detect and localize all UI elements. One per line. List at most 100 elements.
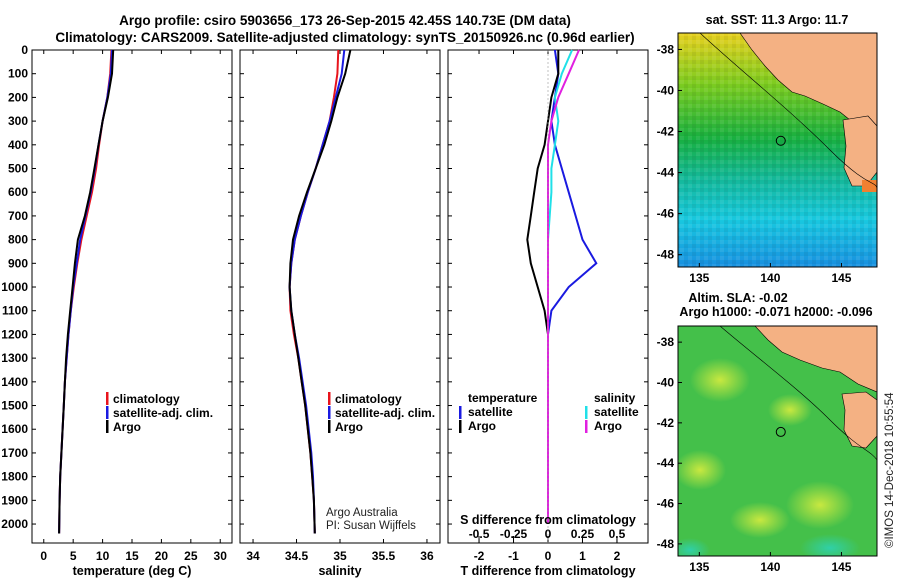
- s-difference-xtick-label: 0.5: [609, 527, 626, 541]
- difference-plot: -2 -1 0 1 2-0.5 -0.25 0 0.25 0.5: [469, 49, 626, 563]
- salinity-plot-frame: [239, 49, 441, 544]
- sla-map: [678, 326, 877, 556]
- figure-title-line2: Climatology: CARS2009. Satellite-adjuste…: [55, 30, 634, 45]
- map-lat-tick-label: -38: [657, 42, 675, 56]
- legend-label-t-satellite: satellite: [468, 405, 513, 419]
- map-lat-tick-label: -46: [657, 207, 675, 221]
- mainland-land: [739, 33, 877, 151]
- s-difference-xtick-label: 0.25: [571, 527, 595, 541]
- legend-label-argo: Argo: [113, 420, 141, 434]
- temperature-line-satellite-adj-clim-: [58, 49, 113, 534]
- pressure-tick-label: 400: [8, 138, 28, 152]
- map-lat-tick-label: -40: [657, 375, 675, 389]
- legend-swatch-t-argo: [459, 420, 462, 433]
- map-lat-tick-label: -46: [657, 497, 675, 511]
- salinity-line-argo: [288, 49, 352, 534]
- temperature-xtick-label: 30: [214, 549, 228, 563]
- s-difference-xlabel: S difference from climatology: [460, 513, 636, 527]
- sla-map-axes: 135 140 145 -38 -40 -42 -44 -46 -48: [657, 335, 852, 574]
- sst-map-axes: 135 140 145 -38 -40 -42 -44 -46 -48: [657, 42, 852, 285]
- figure-title-line1: Argo profile: csiro 5903656_173 26-Sep-2…: [119, 13, 571, 28]
- pressure-tick-label: 1700: [1, 446, 28, 460]
- legend-title-temperature: temperature: [468, 391, 538, 405]
- difference-xtick-label: -2: [474, 549, 485, 563]
- difference-line-t-argo: [526, 50, 560, 524]
- t-difference-xlabel: T difference from climatology: [460, 564, 635, 578]
- salinity-xtick-label: 35.5: [372, 549, 396, 563]
- sla-high-anomaly: [786, 481, 854, 529]
- map-lat-tick-label: -48: [657, 537, 675, 551]
- temperature-plot: 0 5 10 15 20 25 30: [40, 49, 228, 563]
- legend-label-argo: Argo: [335, 420, 363, 434]
- s-difference-xtick-label: -0.25: [500, 527, 528, 541]
- float-location-marker: [775, 426, 786, 437]
- warm-anomaly: [862, 180, 877, 192]
- shelf-contour: [719, 326, 877, 461]
- legend-swatch-climatology: [106, 392, 109, 405]
- legend-label-satellite: satellite-adj. clim.: [113, 406, 213, 420]
- pressure-tick-label: 1400: [1, 375, 28, 389]
- legend-label-climatology: climatology: [113, 392, 180, 406]
- difference-xtick-label: -1: [508, 549, 519, 563]
- salinity-xlabel: salinity: [318, 564, 361, 578]
- map-lon-tick-label: 145: [831, 560, 851, 574]
- legend-swatch-argo: [106, 420, 109, 433]
- salinity-xtick-label: 36: [420, 549, 434, 563]
- pressure-axis: 0 100 200 300 400 500 600 700 800 900 1000 1100 1200…: [1, 43, 648, 531]
- temperature-plot-frame: [31, 49, 233, 544]
- tasmania-land: [841, 391, 877, 449]
- temperature-xtick-label: 10: [96, 549, 110, 563]
- pressure-tick-label: 1600: [1, 422, 28, 436]
- sla-high-anomaly: [678, 450, 726, 490]
- map-lat-tick-label: -42: [657, 125, 675, 139]
- sla-low-anomaly: [678, 538, 710, 556]
- pressure-tick-label: 1300: [1, 351, 28, 365]
- legend-swatch-argo: [328, 420, 331, 433]
- legend-swatch-satellite: [328, 406, 331, 419]
- salinity-xtick-label: 34: [246, 549, 260, 563]
- salinity-xtick-label: 35: [333, 549, 347, 563]
- temperature-line-argo: [58, 49, 115, 534]
- pressure-tick-label: 100: [8, 67, 28, 81]
- pressure-tick-label: 1500: [1, 399, 28, 413]
- temperature-xtick-label: 15: [125, 549, 139, 563]
- temperature-legend: climatology satellite-adj. clim. Argo: [106, 392, 213, 434]
- sst-map-frame: [677, 32, 878, 268]
- legend-label-t-argo: Argo: [468, 419, 496, 433]
- pressure-tick-label: 300: [8, 114, 28, 128]
- pressure-tick-label: 1200: [1, 327, 28, 341]
- map-lon-tick-label: 135: [689, 271, 709, 285]
- pressure-tick-label: 200: [8, 90, 28, 104]
- legend-label-satellite: satellite-adj. clim.: [335, 406, 435, 420]
- difference-line-s-argo: [547, 49, 580, 524]
- difference-legend: temperature satellite Argo salinity sate…: [459, 391, 639, 433]
- pressure-tick-label: 1100: [2, 304, 28, 318]
- difference-xtick-label: 0: [545, 549, 552, 563]
- sst-map: [678, 33, 877, 267]
- difference-xtick-label: 2: [614, 549, 621, 563]
- pressure-tick-label: 700: [8, 209, 28, 223]
- temperature-xtick-label: 0: [40, 549, 47, 563]
- pressure-tick-label: 1000: [1, 280, 28, 294]
- pressure-tick-label: 0: [21, 43, 28, 57]
- legend-label-climatology: climatology: [335, 392, 402, 406]
- map-lat-tick-label: -44: [657, 456, 675, 470]
- sst-map-title: sat. SST: 11.3 Argo: 11.7: [706, 13, 849, 27]
- mainland-land: [754, 326, 877, 393]
- pressure-tick-label: 1900: [1, 493, 28, 507]
- difference-line-t-satellite: [547, 49, 598, 524]
- map-lat-tick-label: -44: [657, 166, 675, 180]
- legend-title-salinity: salinity: [594, 391, 636, 405]
- sla-high-anomaly: [730, 502, 790, 538]
- legend-swatch-climatology: [328, 392, 331, 405]
- sla-high-anomaly: [690, 358, 750, 402]
- pressure-tick-label: 500: [8, 162, 28, 176]
- sla-low-anomaly: [800, 534, 860, 556]
- difference-xtick-label: 1: [579, 549, 586, 563]
- map-lat-tick-label: -48: [657, 248, 675, 262]
- salinity-plot: 34 34.5 35 35.5 36: [246, 49, 434, 563]
- map-lon-tick-label: 140: [760, 560, 780, 574]
- sla-map-frame: [677, 325, 878, 557]
- pressure-tick-label: 600: [8, 185, 28, 199]
- pressure-tick-label: 800: [8, 233, 28, 247]
